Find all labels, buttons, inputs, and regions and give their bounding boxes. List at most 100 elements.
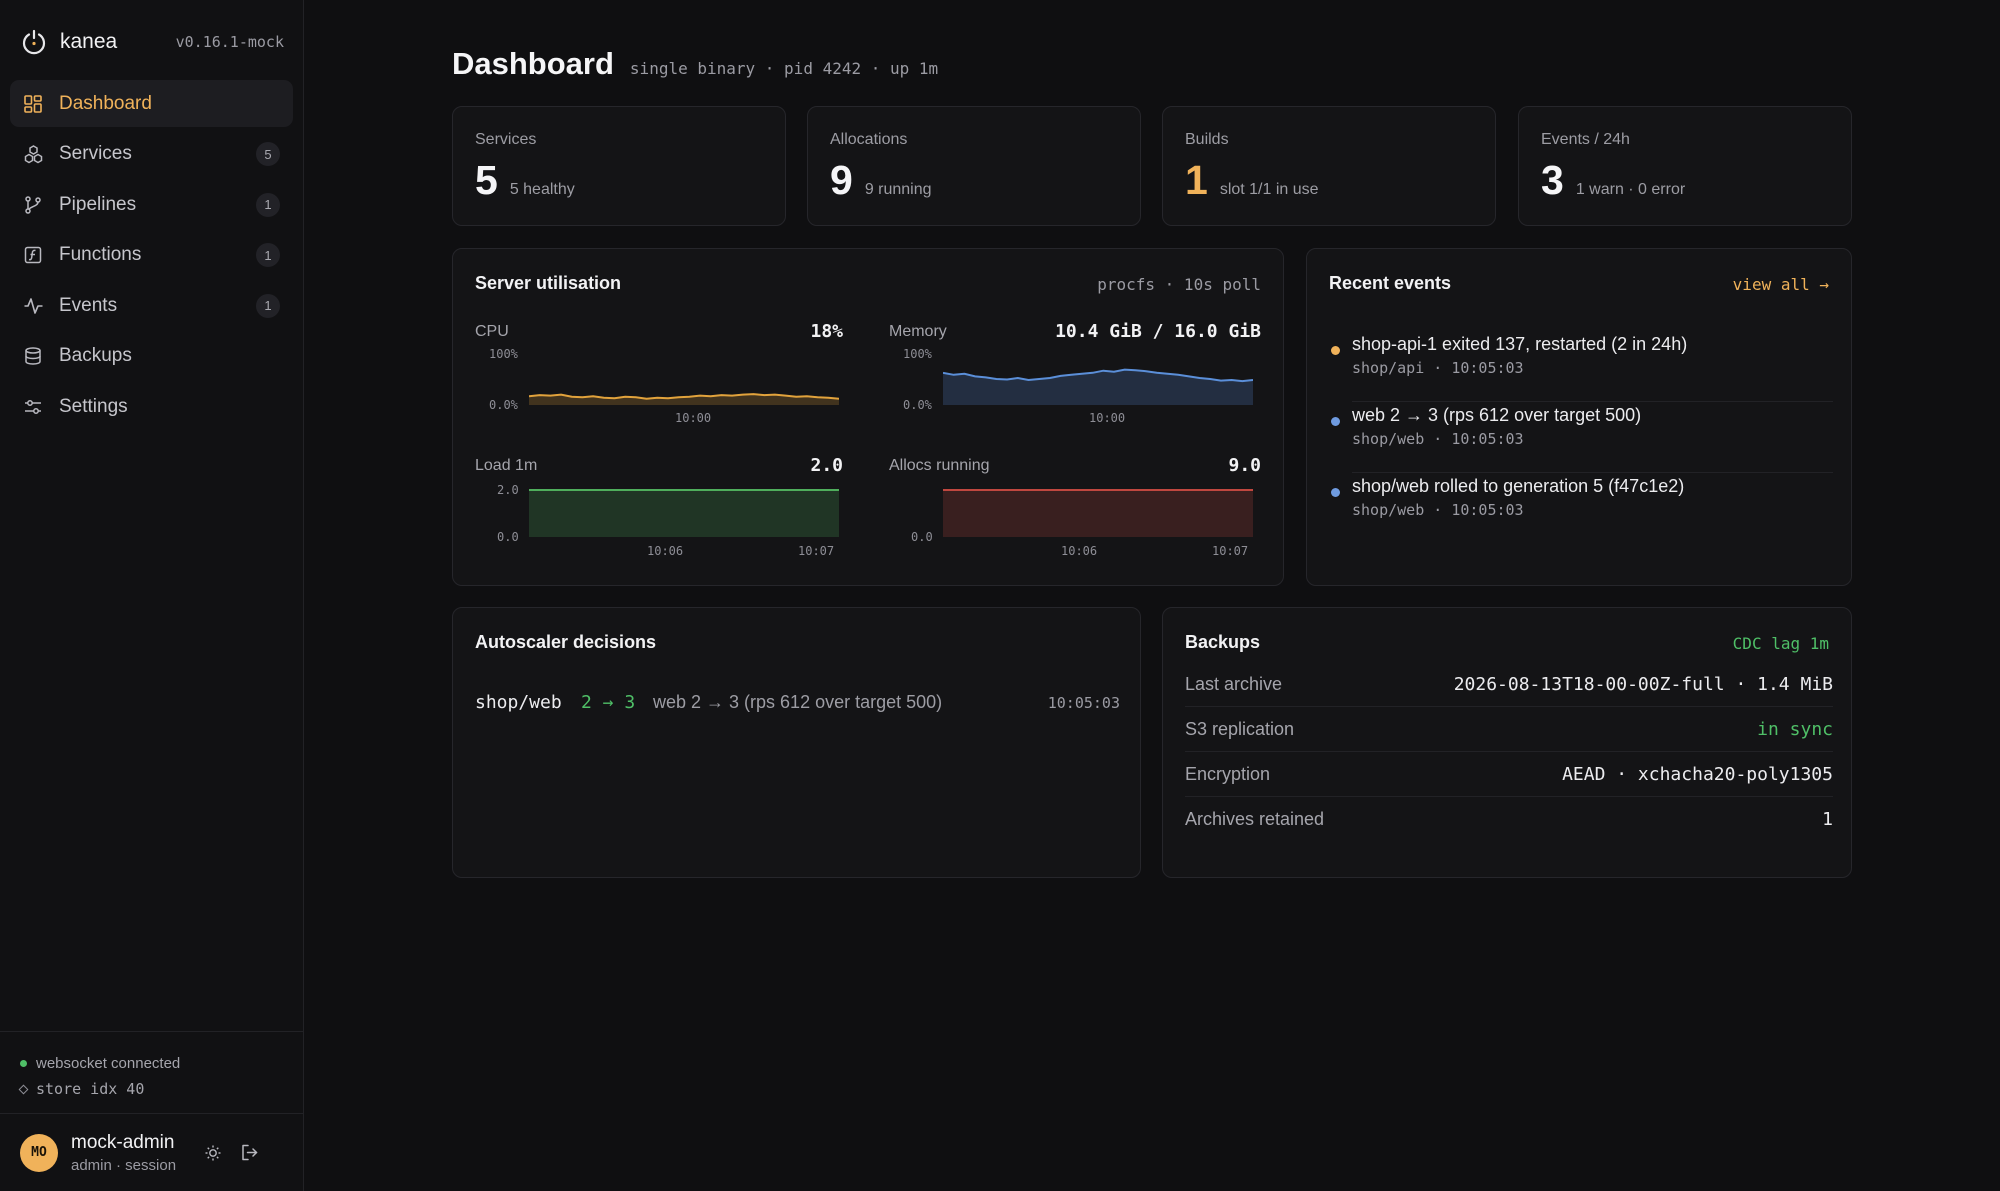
divider xyxy=(1185,796,1833,797)
stat-card-services[interactable]: Services 5 5 healthy xyxy=(452,106,786,226)
autoscaler-reason: web 2 → 3 (rps 612 over target 500) xyxy=(653,692,943,712)
logout-icon[interactable] xyxy=(238,1142,260,1164)
backup-row-last-archive: Last archive 2026-08-13T18-00-00Z-full ·… xyxy=(1185,662,1833,707)
user-name: mock-admin xyxy=(71,1131,175,1153)
grid-icon xyxy=(22,93,44,115)
sidebar-item-backups[interactable]: Backups xyxy=(10,333,293,380)
sidebar-item-label: Pipelines xyxy=(59,193,137,215)
cdc-lag: CDC lag 1m xyxy=(1732,634,1829,653)
memory-sparkline xyxy=(943,368,1253,405)
user-panel: MO mock-admin admin · session xyxy=(0,1113,303,1191)
card-title: Autoscaler decisions xyxy=(475,632,657,652)
store-index: store idx 40 xyxy=(18,1076,303,1102)
cpu-x-tick: 10:00 xyxy=(675,411,712,425)
sparkline-line xyxy=(943,368,1253,383)
allocs-label: Allocs running xyxy=(889,457,990,474)
backups-card: Backups CDC lag 1m Last archive 2026-08-… xyxy=(1162,607,1852,878)
stat-note: 5 healthy xyxy=(509,181,575,198)
stat-card-events[interactable]: Events / 24h 3 1 warn · 0 error xyxy=(1518,106,1852,226)
poll-source: procfs · 10s poll xyxy=(1097,275,1261,294)
stat-value: 9 xyxy=(830,157,853,203)
autoscaler-service: shop/web xyxy=(475,692,562,713)
user-role: admin · session xyxy=(71,1156,177,1174)
stat-row: 9 9 running xyxy=(830,157,932,204)
card-title: Server utilisation xyxy=(475,273,622,293)
page-title: Dashboard xyxy=(452,46,614,81)
stat-card-builds[interactable]: Builds 1 slot 1/1 in use xyxy=(1162,106,1496,226)
sparkline-area xyxy=(529,394,839,405)
event-meta: shop/web · 10:05:03 xyxy=(1352,501,1524,519)
theme-toggle-sun-icon[interactable] xyxy=(202,1142,224,1164)
function-icon xyxy=(22,244,44,266)
allocs-y-bottom: 0.0 xyxy=(911,530,933,544)
autoscaler-card: Autoscaler decisions shop/web 2 → 3 web … xyxy=(452,607,1141,878)
sidebar-item-label: Dashboard xyxy=(59,92,152,114)
brand: kanea v0.16.1-mock xyxy=(20,26,284,58)
info-dot-icon xyxy=(1331,488,1340,497)
user-actions xyxy=(202,1142,260,1164)
event-item[interactable]: shop-api-1 exited 137, restarted (2 in 2… xyxy=(1329,331,1833,402)
avatar[interactable]: MO xyxy=(20,1133,58,1172)
load-value: 2.0 xyxy=(810,455,843,476)
backup-row-archives-retained: Archives retained 1 xyxy=(1185,797,1833,842)
server-utilisation-card: Server utilisation procfs · 10s poll CPU… xyxy=(452,248,1284,586)
sidebar-item-functions[interactable]: Functions 1 xyxy=(10,232,293,279)
sidebar-item-services[interactable]: Services 5 xyxy=(10,131,293,178)
view-all-link[interactable]: view all → xyxy=(1732,275,1829,294)
functions-count-badge: 1 xyxy=(256,243,280,268)
sidebar-item-label: Settings xyxy=(59,396,128,418)
autoscaler-time: 10:05:03 xyxy=(1047,694,1120,712)
stat-note: 9 running xyxy=(864,181,932,198)
kv-value: in sync xyxy=(1757,719,1833,740)
sidebar-item-settings[interactable]: Settings xyxy=(10,384,293,431)
websocket-status: websocket connected xyxy=(20,1050,303,1076)
stat-value: 5 xyxy=(475,157,498,203)
git-branch-icon xyxy=(22,194,44,216)
sidebar-item-events[interactable]: Events 1 xyxy=(10,282,293,329)
memory-value: 10.4 GiB / 16.0 GiB xyxy=(1055,321,1261,342)
connected-dot-icon xyxy=(20,1059,27,1067)
stat-row: 1 slot 1/1 in use xyxy=(1185,157,1319,204)
autoscaler-row[interactable]: shop/web 2 → 3 web 2 → 3 (rps 612 over t… xyxy=(475,690,1120,720)
stat-card-allocations[interactable]: Allocations 9 9 running xyxy=(807,106,1141,226)
divider xyxy=(1352,401,1833,402)
connection-status: websocket connected store idx 40 xyxy=(0,1031,303,1113)
load-y-top: 2.0 xyxy=(497,483,519,497)
stat-label: Services xyxy=(475,131,537,148)
card-title: Backups xyxy=(1185,632,1261,652)
stat-note: slot 1/1 in use xyxy=(1219,181,1319,198)
sidebar-item-pipelines[interactable]: Pipelines 1 xyxy=(10,181,293,228)
divider xyxy=(1352,472,1833,473)
allocs-x-tick: 10:07 xyxy=(1212,544,1249,558)
cpu-y-bottom: 0.0% xyxy=(489,398,518,412)
websocket-status-text: websocket connected xyxy=(36,1054,181,1072)
load-sparkline xyxy=(529,489,839,537)
backup-row-encryption: Encryption AEAD · xchacha20-poly1305 xyxy=(1185,752,1833,797)
kv-value: 1 xyxy=(1822,809,1833,830)
kv-value: AEAD · xchacha20-poly1305 xyxy=(1562,764,1833,785)
event-title: shop/web rolled to generation 5 (f47c1e2… xyxy=(1352,476,1685,496)
sidebar-item-label: Services xyxy=(59,143,132,165)
store-index-text: store idx 40 xyxy=(36,1080,145,1098)
info-dot-icon xyxy=(1331,417,1340,426)
event-item[interactable]: web 2 → 3 (rps 612 over target 500) shop… xyxy=(1329,402,1833,473)
event-title: web 2 → 3 (rps 612 over target 500) xyxy=(1352,405,1642,425)
sidebar-item-dashboard[interactable]: Dashboard xyxy=(10,80,293,127)
stat-value: 3 xyxy=(1541,157,1564,203)
card-title: Recent events xyxy=(1329,273,1452,293)
cpu-value: 18% xyxy=(810,321,843,342)
stat-value: 1 xyxy=(1185,157,1208,203)
user-meta: mock-admin admin · session xyxy=(71,1132,176,1174)
load-x-tick: 10:07 xyxy=(798,544,835,558)
load-label: Load 1m xyxy=(475,457,538,474)
memory-label: Memory xyxy=(889,323,947,340)
event-item[interactable]: shop/web rolled to generation 5 (f47c1e2… xyxy=(1329,473,1833,544)
cubes-icon xyxy=(22,143,44,165)
sliders-icon xyxy=(22,396,44,418)
backup-row-s3-replication: S3 replication in sync xyxy=(1185,707,1833,752)
event-meta: shop/web · 10:05:03 xyxy=(1352,430,1524,448)
page-header: Dashboard single binary · pid 4242 · up … xyxy=(452,46,938,82)
kv-key: S3 replication xyxy=(1185,719,1295,739)
divider xyxy=(1185,751,1833,752)
kv-key: Archives retained xyxy=(1185,809,1325,829)
